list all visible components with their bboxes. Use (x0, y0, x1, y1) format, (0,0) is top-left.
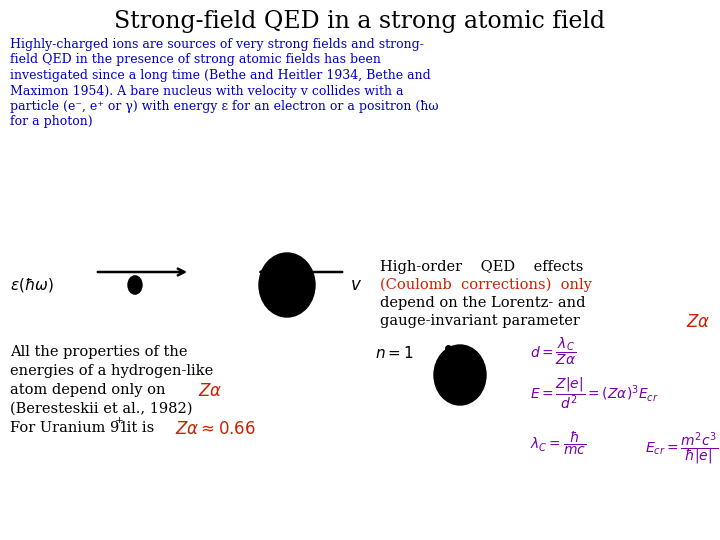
Text: energies of a hydrogen-like: energies of a hydrogen-like (10, 364, 213, 378)
Ellipse shape (434, 345, 486, 405)
Text: (Coulomb  corrections)  only: (Coulomb corrections) only (380, 278, 592, 292)
Text: (Beresteskii et al., 1982): (Beresteskii et al., 1982) (10, 402, 192, 416)
Text: field QED in the presence of strong atomic fields has been: field QED in the presence of strong atom… (10, 53, 381, 66)
Ellipse shape (128, 276, 142, 294)
Text: $\lambda_C = \dfrac{\hbar}{mc}$: $\lambda_C = \dfrac{\hbar}{mc}$ (530, 430, 586, 457)
Ellipse shape (259, 253, 315, 317)
Text: atom depend only on: atom depend only on (10, 383, 170, 397)
Text: for a photon): for a photon) (10, 116, 93, 129)
Text: $Z\alpha\approx0.66$: $Z\alpha\approx0.66$ (175, 421, 256, 438)
Text: $d = \dfrac{\lambda_C}{Z\alpha}$: $d = \dfrac{\lambda_C}{Z\alpha}$ (530, 335, 577, 367)
Text: particle (e⁻, e⁺ or γ) with energy ε for an electron or a positron (ħω: particle (e⁻, e⁺ or γ) with energy ε for… (10, 100, 438, 113)
Text: $E_{cr} = \dfrac{m^2 c^3}{\hbar|e|}$: $E_{cr} = \dfrac{m^2 c^3}{\hbar|e|}$ (645, 430, 718, 467)
Text: Highly-charged ions are sources of very strong fields and strong-: Highly-charged ions are sources of very … (10, 38, 424, 51)
Text: $Z\alpha$: $Z\alpha$ (685, 314, 710, 331)
Text: $Z|e|$: $Z|e|$ (273, 276, 301, 294)
Text: investigated since a long time (Bethe and Heitler 1934, Bethe and: investigated since a long time (Bethe an… (10, 69, 431, 82)
Text: gauge-invariant parameter: gauge-invariant parameter (380, 314, 585, 328)
Text: $\epsilon(\hbar\omega)$: $\epsilon(\hbar\omega)$ (10, 276, 54, 294)
Text: +: + (115, 416, 124, 425)
Text: High-order    QED    effects: High-order QED effects (380, 260, 583, 274)
Text: it is: it is (122, 421, 159, 435)
Text: All the properties of the: All the properties of the (10, 345, 187, 359)
Text: $Z\alpha$: $Z\alpha$ (198, 383, 222, 400)
Text: Strong-field QED in a strong atomic field: Strong-field QED in a strong atomic fiel… (114, 10, 606, 33)
Text: $Z|e|$: $Z|e|$ (448, 367, 472, 383)
Text: $n{=}1$: $n{=}1$ (375, 345, 413, 361)
Text: Maximon 1954). A bare nucleus with velocity v collides with a: Maximon 1954). A bare nucleus with veloc… (10, 84, 403, 98)
Text: $E = \dfrac{Z|e|}{d^2} = (Z\alpha)^3 E_{cr}$: $E = \dfrac{Z|e|}{d^2} = (Z\alpha)^3 E_{… (530, 375, 659, 411)
Text: depend on the Lorentz- and: depend on the Lorentz- and (380, 296, 585, 310)
Text: For Uranium 91: For Uranium 91 (10, 421, 128, 435)
Text: $v$: $v$ (350, 276, 362, 294)
